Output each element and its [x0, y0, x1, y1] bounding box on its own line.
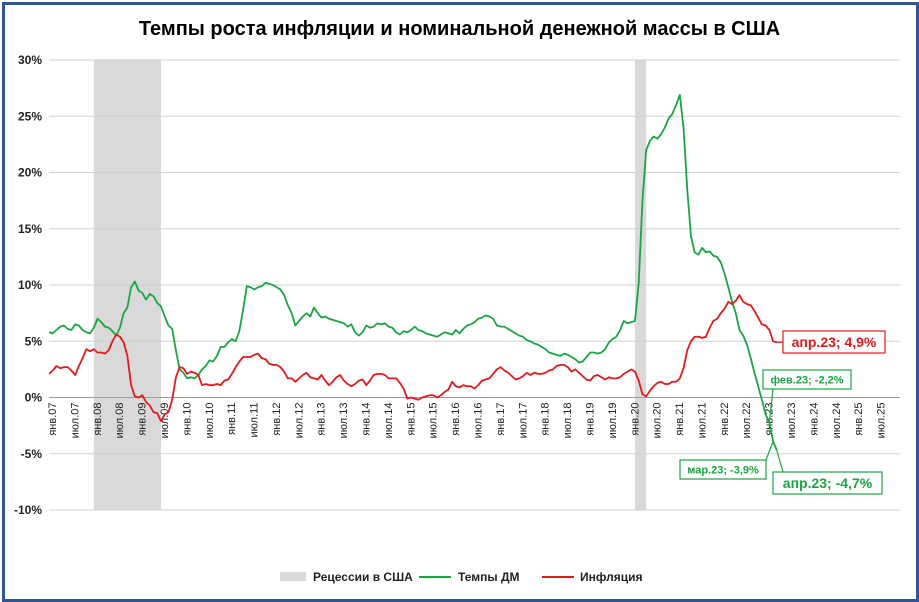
legend-item-2: Инфляция [542, 570, 642, 584]
annotation-label: апр.23; 4,9% [792, 334, 877, 350]
series-line-inflation [48, 294, 778, 423]
y-tick-label: 0% [25, 391, 43, 405]
y-tick-label: 15% [18, 222, 42, 236]
legend-label: Инфляция [580, 570, 642, 584]
annotation-box [782, 330, 886, 354]
annotation-1: фев.23; -2,2% [762, 369, 852, 423]
annotation-box [679, 459, 767, 480]
x-tick-label: янв.18 [540, 403, 552, 436]
y-tick-label: -10% [14, 503, 42, 517]
annotation-3: апр.23; -4,7% [772, 450, 883, 495]
x-tick-label: июл.22 [741, 403, 753, 439]
x-tick-label: июл.19 [607, 403, 619, 439]
y-tick-label: 5% [25, 334, 43, 348]
x-tick-label: июл.24 [831, 403, 843, 439]
legend-item-1: Темпы ДМ [419, 570, 520, 584]
x-tick-label: янв.14 [361, 403, 373, 436]
x-tick-label: июл.16 [473, 403, 485, 439]
y-tick-label: 10% [18, 278, 42, 292]
y-tick-label: -5% [21, 447, 43, 461]
x-tick-label: июл.25 [876, 403, 888, 439]
legend-swatch [280, 572, 306, 581]
x-tick-label: янв.11 [226, 403, 238, 435]
x-tick-label: июл.14 [383, 403, 395, 439]
annotation-callout [765, 441, 774, 461]
x-tick-label: янв.10 [181, 403, 193, 436]
x-tick-label: янв.17 [495, 403, 507, 436]
x-tick-label: июл.23 [786, 403, 798, 439]
annotation-box [772, 471, 883, 495]
annotation-label: мар.23; -3,9% [687, 464, 759, 476]
legend-label: Рецессии в США [313, 570, 413, 584]
x-tick-label: янв.22 [719, 403, 731, 436]
x-tick-label: янв.20 [629, 403, 641, 436]
x-tick-label: янв.16 [450, 403, 462, 436]
x-tick-label: июл.18 [562, 403, 574, 439]
x-tick-label: июл.20 [652, 403, 664, 439]
x-tick-label: янв.21 [674, 403, 686, 436]
x-tick-label: янв.25 [853, 403, 865, 436]
x-tick-label: янв.19 [584, 403, 596, 436]
legend-item-0: Рецессии в США [280, 570, 413, 584]
x-tick-label: июл.11 [249, 403, 261, 438]
x-tick-label: янв.08 [92, 403, 104, 436]
annotation-callout [776, 450, 784, 473]
annotation-2: мар.23; -3,9% [679, 441, 774, 480]
x-tick-label: июл.07 [69, 403, 81, 439]
x-tick-label: июл.21 [696, 403, 708, 439]
annotation-0: апр.23; 4,9% [776, 330, 886, 354]
x-tick-label: янв.09 [137, 403, 149, 436]
x-tick-label: июл.13 [338, 403, 350, 439]
x-tick-label: янв.15 [405, 403, 417, 436]
y-tick-label: 25% [18, 109, 42, 123]
x-tick-label: июл.12 [293, 403, 305, 439]
legend-label: Темпы ДМ [458, 570, 520, 584]
x-tick-label: янв.07 [47, 403, 59, 436]
y-tick-label: 30% [18, 53, 42, 67]
x-tick-label: июл.17 [517, 403, 529, 439]
y-tick-label: 20% [18, 166, 42, 180]
x-tick-label: янв.12 [271, 403, 283, 436]
annotation-callout [768, 388, 774, 423]
x-tick-label: янв.13 [316, 403, 328, 436]
x-tick-label: июл.08 [114, 403, 126, 439]
x-tick-label: янв.24 [808, 403, 820, 436]
annotation-box [762, 369, 852, 390]
chart-title: Темпы роста инфляции и номинальной денеж… [138, 18, 781, 40]
annotation-label: фев.23; -2,2% [770, 374, 843, 386]
annotation-label: апр.23; -4,7% [783, 475, 873, 491]
x-tick-label: июл.15 [428, 403, 440, 439]
series-line-money-supply [48, 93, 778, 451]
x-tick-label: июл.10 [204, 403, 216, 439]
